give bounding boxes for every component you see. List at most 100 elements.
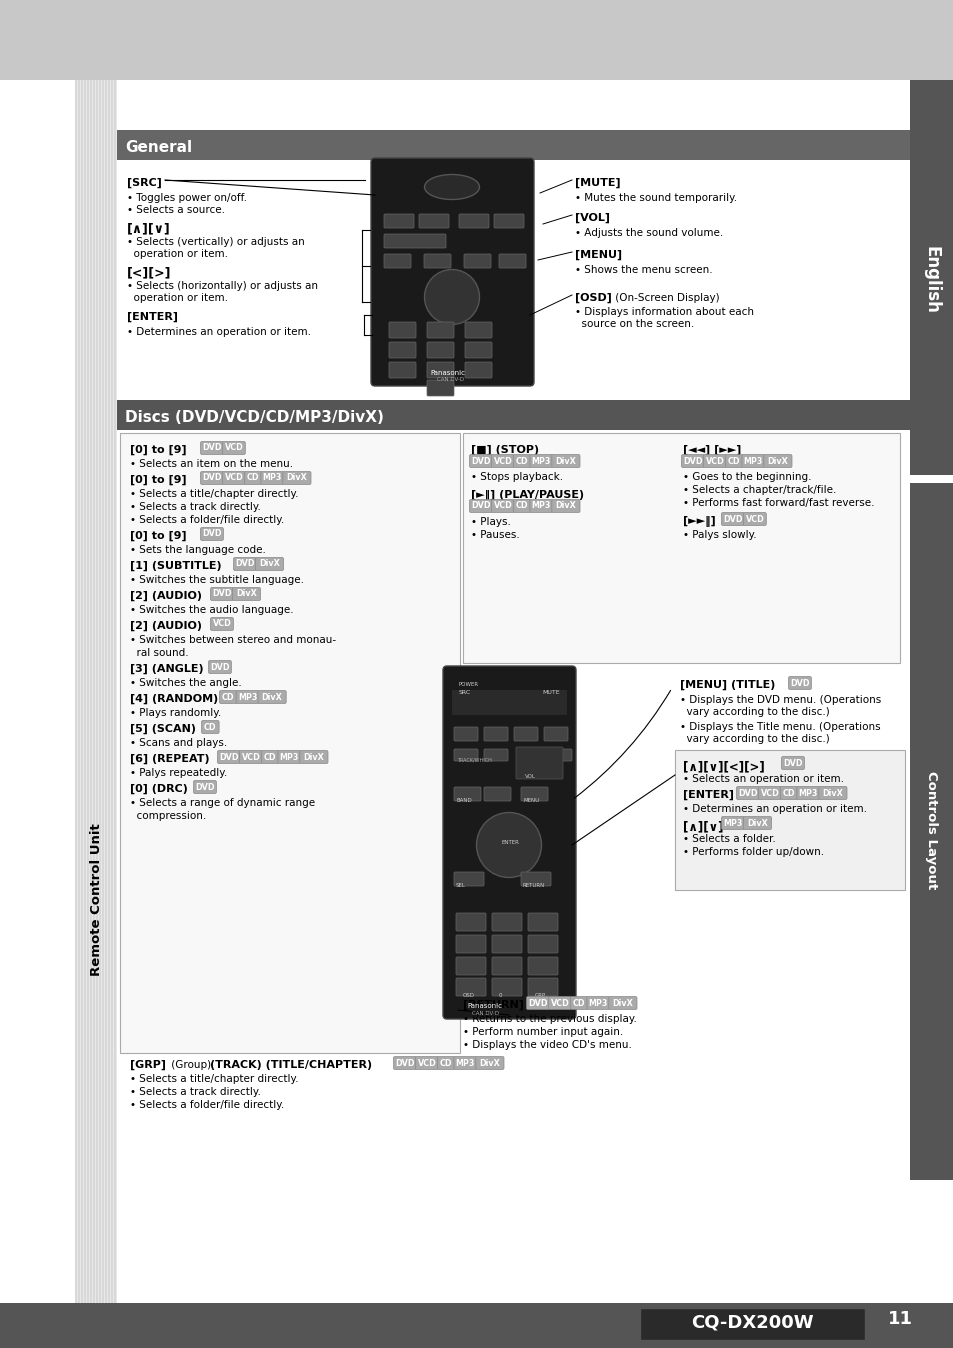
Text: DivX: DivX — [236, 589, 256, 599]
Text: General: General — [125, 140, 192, 155]
Bar — [76, 80, 78, 1348]
Text: MP3: MP3 — [237, 693, 257, 701]
Text: [MENU] (TITLE): [MENU] (TITLE) — [679, 679, 775, 690]
Text: [OSD]: [OSD] — [575, 293, 611, 303]
Text: VOL: VOL — [524, 774, 536, 779]
Text: MP3: MP3 — [279, 752, 298, 762]
FancyBboxPatch shape — [277, 751, 300, 763]
Text: 0: 0 — [498, 993, 502, 998]
Text: DivX: DivX — [261, 693, 282, 701]
Text: [5] (SCAN): [5] (SCAN) — [130, 724, 195, 735]
Text: • Selects a folder/file directly.: • Selects a folder/file directly. — [130, 1100, 284, 1109]
Text: • Perform number input again.: • Perform number input again. — [462, 1027, 622, 1037]
Text: CD: CD — [782, 789, 795, 798]
Text: VCD: VCD — [744, 515, 763, 523]
Bar — [111, 80, 112, 1348]
Bar — [0, 1304, 953, 1348]
FancyBboxPatch shape — [527, 913, 558, 931]
Bar — [117, 129, 909, 160]
Bar — [102, 80, 103, 1348]
Text: • Selects (vertically) or adjusts an: • Selects (vertically) or adjusts an — [127, 237, 304, 247]
Text: • Selects a chapter/track/file.: • Selects a chapter/track/file. — [682, 485, 836, 495]
FancyBboxPatch shape — [384, 235, 446, 248]
Text: • Toggles power on/off.: • Toggles power on/off. — [127, 193, 247, 204]
Bar — [115, 80, 117, 1348]
Text: • Determines an operation or item.: • Determines an operation or item. — [127, 328, 311, 337]
Text: [2] (AUDIO): [2] (AUDIO) — [130, 621, 202, 631]
Text: CD: CD — [204, 723, 216, 732]
Text: MP3: MP3 — [743, 457, 762, 465]
FancyBboxPatch shape — [371, 158, 534, 386]
FancyBboxPatch shape — [415, 1057, 437, 1069]
FancyBboxPatch shape — [796, 786, 819, 799]
Text: • Selects an operation or item.: • Selects an operation or item. — [682, 774, 843, 785]
Text: • Plays.: • Plays. — [471, 518, 511, 527]
FancyBboxPatch shape — [720, 512, 743, 526]
Text: • Palys repeatedly.: • Palys repeatedly. — [130, 768, 227, 778]
Bar — [108, 80, 110, 1348]
Text: compression.: compression. — [130, 811, 206, 821]
Text: [∧][∨]: [∧][∨] — [127, 222, 171, 235]
FancyBboxPatch shape — [780, 786, 797, 799]
Text: POWER: POWER — [458, 682, 478, 687]
Text: [VOL]: [VOL] — [575, 213, 609, 224]
Bar — [92, 80, 94, 1348]
FancyBboxPatch shape — [393, 1057, 416, 1069]
FancyBboxPatch shape — [527, 957, 558, 975]
FancyBboxPatch shape — [209, 661, 232, 674]
FancyBboxPatch shape — [763, 454, 791, 468]
Text: DVD: DVD — [235, 559, 254, 569]
Text: MP3: MP3 — [588, 999, 607, 1007]
Text: DVD: DVD — [202, 443, 221, 453]
Text: DVD: DVD — [202, 473, 221, 483]
Text: BAND: BAND — [456, 798, 473, 803]
FancyBboxPatch shape — [492, 913, 521, 931]
Text: • Shows the menu screen.: • Shows the menu screen. — [575, 266, 712, 275]
Text: VCD: VCD — [760, 789, 779, 798]
Text: CD: CD — [264, 752, 276, 762]
Bar — [97, 80, 99, 1348]
FancyBboxPatch shape — [200, 472, 223, 484]
Bar — [113, 80, 115, 1348]
Text: DVD: DVD — [212, 589, 232, 599]
FancyBboxPatch shape — [200, 442, 223, 454]
Text: CAN DV-D: CAN DV-D — [472, 1011, 498, 1016]
Text: (On-Screen Display): (On-Screen Display) — [612, 293, 719, 303]
Text: • Displays information about each: • Displays information about each — [575, 307, 753, 317]
Bar — [75, 80, 76, 1348]
FancyBboxPatch shape — [570, 996, 587, 1010]
Bar — [90, 80, 91, 1348]
Text: • Determines an operation or item.: • Determines an operation or item. — [682, 803, 866, 814]
Text: VCD: VCD — [493, 457, 512, 465]
Text: VCD: VCD — [417, 1058, 436, 1068]
Text: (TRACK) (TITLE/CHAPTER): (TRACK) (TITLE/CHAPTER) — [210, 1060, 372, 1070]
FancyBboxPatch shape — [454, 787, 480, 801]
Text: • Selects a title/chapter directly.: • Selects a title/chapter directly. — [130, 489, 298, 499]
FancyBboxPatch shape — [200, 527, 223, 541]
Text: VCD: VCD — [224, 473, 243, 483]
Text: MP3: MP3 — [722, 818, 741, 828]
FancyBboxPatch shape — [741, 454, 764, 468]
Ellipse shape — [424, 174, 479, 200]
Text: operation or item.: operation or item. — [127, 249, 228, 259]
Text: SRC: SRC — [458, 690, 471, 696]
Bar — [89, 80, 90, 1348]
Text: [<][>]: [<][>] — [127, 266, 172, 279]
FancyBboxPatch shape — [469, 454, 492, 468]
FancyBboxPatch shape — [255, 558, 283, 570]
Text: MP3: MP3 — [456, 1058, 475, 1068]
Text: DivX: DivX — [479, 1058, 499, 1068]
Bar — [909, 480, 953, 1180]
FancyBboxPatch shape — [527, 979, 558, 996]
Text: DVD: DVD — [738, 789, 757, 798]
FancyBboxPatch shape — [299, 751, 328, 763]
Text: MENU: MENU — [523, 798, 539, 803]
Text: ENTER: ENTER — [501, 840, 519, 845]
Text: VCD: VCD — [213, 620, 231, 628]
FancyBboxPatch shape — [261, 751, 278, 763]
FancyBboxPatch shape — [217, 751, 240, 763]
Text: • Stops playback.: • Stops playback. — [471, 472, 562, 483]
Text: • Selects an item on the menu.: • Selects an item on the menu. — [130, 460, 293, 469]
Bar — [117, 400, 909, 430]
Text: [RETURN]: [RETURN] — [462, 1000, 523, 1010]
